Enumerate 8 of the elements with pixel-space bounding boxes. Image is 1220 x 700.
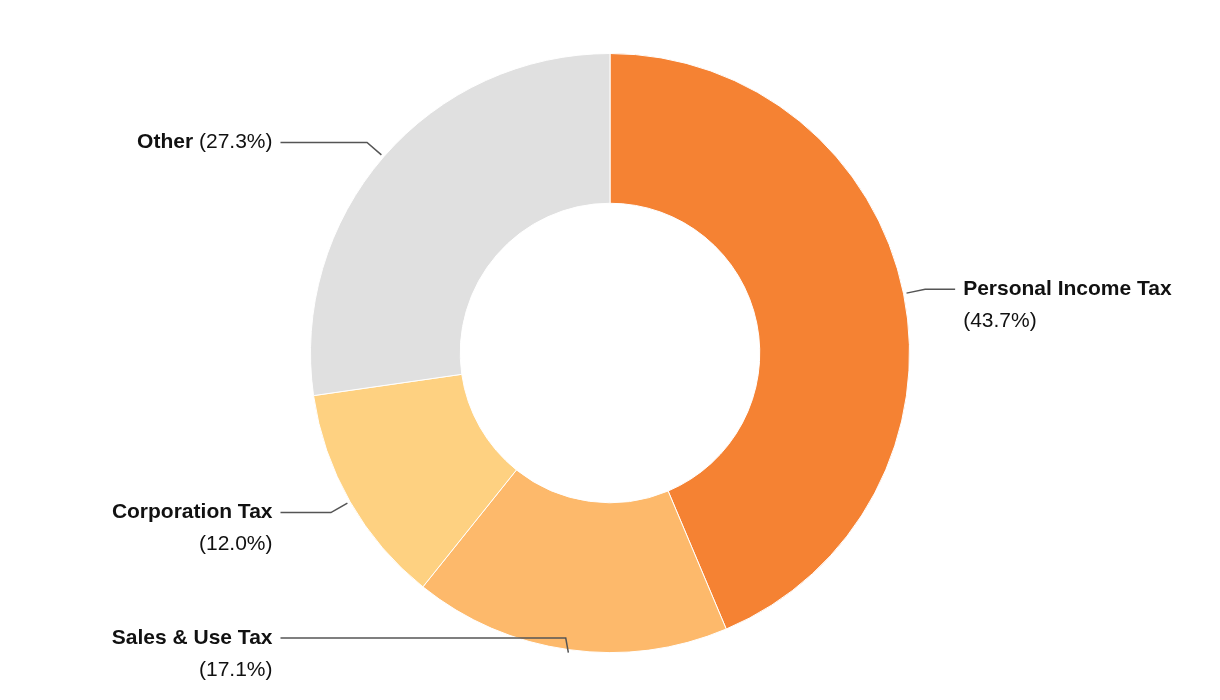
slice-label: Sales & Use Tax <box>111 624 273 648</box>
data-label: (12.0%) <box>198 531 273 555</box>
slice-label: Corporation Tax <box>111 499 273 523</box>
data-label: (43.7%) <box>963 308 1037 332</box>
slice-label: Other <box>137 129 194 153</box>
slice-label: Personal Income Tax <box>963 276 1172 300</box>
data-label: (17.1%) <box>198 656 273 680</box>
data-label: (27.3%) <box>193 129 273 153</box>
